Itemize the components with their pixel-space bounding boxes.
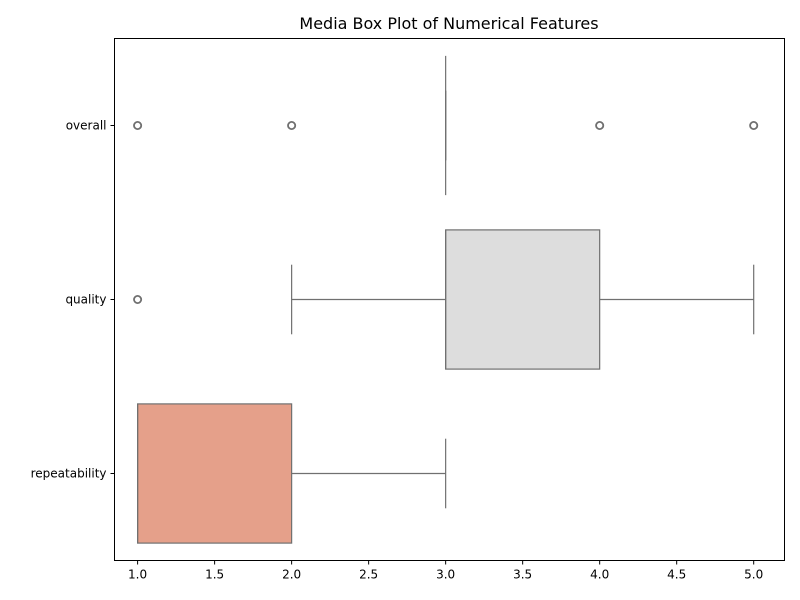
x-tick-label: 5.0: [744, 568, 763, 582]
y-tick-label: repeatability: [31, 467, 107, 481]
x-tick-label: 3.5: [513, 568, 532, 582]
chart-title: Media Box Plot of Numerical Features: [299, 14, 598, 33]
y-tick-label: overall: [66, 119, 107, 133]
x-tick-label: 3.0: [436, 568, 455, 582]
quality-box: [445, 229, 601, 370]
y-tick-label: quality: [65, 293, 106, 307]
x-tick-label: 1.0: [128, 568, 147, 582]
x-tick-label: 1.5: [205, 568, 224, 582]
x-tick-label: 2.5: [359, 568, 378, 582]
x-tick-label: 2.0: [282, 568, 301, 582]
quality-outlier: [133, 294, 143, 304]
x-tick-label: 4.0: [590, 568, 609, 582]
overall-outlier: [287, 121, 297, 131]
overall-outlier: [133, 121, 143, 131]
overall-outlier: [749, 121, 759, 131]
chart-marks: [133, 55, 759, 544]
repeatability-box: [137, 403, 293, 544]
overall-outlier: [595, 121, 605, 131]
x-tick-label: 4.5: [667, 568, 686, 582]
chart-axes: 1.0 1.5 2.0 2.5 3.0 3.5 4.0 4.5 5.0 overall qualit…: [31, 119, 764, 582]
